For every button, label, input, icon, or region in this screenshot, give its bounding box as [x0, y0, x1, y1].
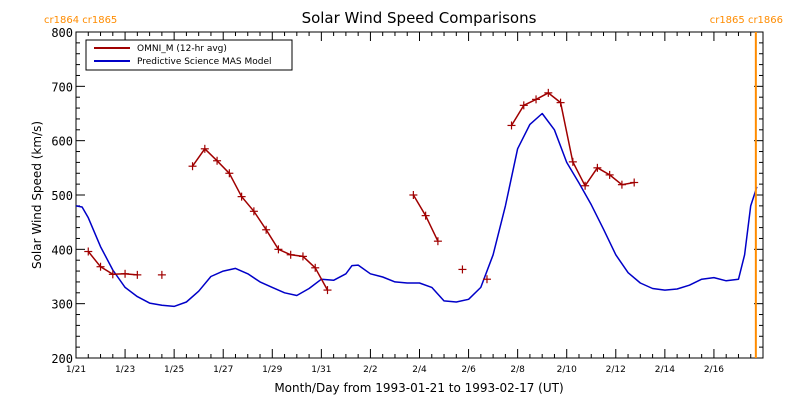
omni-data-point [458, 265, 467, 274]
y-axis-label: Solar Wind Speed (km/s) [30, 121, 44, 269]
omni-data-point [157, 270, 166, 279]
omni-data-point [213, 156, 222, 165]
omni-data-point [544, 88, 553, 97]
omni-data-point [286, 250, 295, 259]
omni-data-point [507, 121, 516, 130]
omni-data-point [237, 192, 246, 201]
series-mas-model-line [75, 112, 758, 308]
omni-data-point [311, 263, 320, 272]
x-tick-label: 2/10 [557, 365, 577, 375]
omni-data-point [617, 180, 626, 189]
x-tick-label: 1/23 [115, 365, 135, 375]
x-tick-label: 2/12 [606, 365, 626, 375]
x-tick-label: 1/25 [164, 365, 184, 375]
x-tick-label: 1/31 [311, 365, 331, 375]
omni-data-point [581, 181, 590, 190]
y-tick-label: 400 [51, 243, 73, 257]
x-tick-label: 2/4 [412, 365, 427, 375]
y-tick-label: 600 [51, 135, 73, 149]
omni-data-point [249, 207, 258, 216]
y-tick-label: 300 [51, 298, 73, 312]
x-tick-label: 2/2 [363, 365, 377, 375]
omni-data-point [605, 170, 614, 179]
y-tick-label: 700 [51, 80, 73, 94]
x-axis-label: Month/Day from 1993-01-21 to 1993-02-17 … [274, 381, 563, 395]
omni-data-point [225, 169, 234, 178]
omni-data-point [568, 157, 577, 166]
chart-title: Solar Wind Speed Comparisons [302, 9, 537, 27]
omni-data-point [188, 162, 197, 171]
omni-data-point [630, 178, 639, 187]
axis-ticks [75, 31, 764, 359]
omni-data-point [519, 101, 528, 110]
x-tick-label: 1/21 [66, 365, 86, 375]
y-tick-labels: 200 300 400 500 600 700 800 [51, 26, 73, 366]
omni-data-point [433, 237, 442, 246]
omni-data-point [200, 144, 209, 153]
x-tick-label: 2/14 [655, 365, 675, 375]
omni-data-point [482, 275, 491, 284]
omni-data-point [274, 245, 283, 254]
omni-data-point [84, 247, 93, 256]
omni-data-point [532, 95, 541, 104]
omni-data-point [593, 163, 602, 172]
x-tick-label: 1/29 [262, 365, 282, 375]
omni-data-point [323, 286, 332, 295]
omni-data-point [421, 211, 430, 220]
x-tick-labels: 1/21 1/23 1/25 1/27 1/29 1/31 2/2 2/4 2/6 2/8 2/10… [66, 365, 724, 375]
omni-data-point [133, 270, 142, 279]
carrington-label-right: cr1865 cr1866 [710, 15, 783, 26]
legend-omni-label: OMNI_M (12-hr avg) [137, 44, 227, 54]
omni-data-point [298, 252, 307, 261]
x-tick-label: 2/8 [510, 365, 525, 375]
y-tick-label: 500 [51, 189, 73, 203]
x-tick-label: 2/16 [704, 365, 724, 375]
legend: OMNI_M (12-hr avg) Predictive Science MA… [85, 39, 293, 71]
series-layer [75, 32, 758, 358]
y-tick-label: 800 [51, 26, 73, 40]
omni-data-point [96, 262, 105, 271]
x-tick-label: 2/6 [461, 365, 476, 375]
legend-box [85, 39, 293, 71]
x-tick-label: 1/27 [213, 365, 233, 375]
omni-data-point [108, 270, 117, 279]
omni-data-point [262, 225, 271, 234]
omni-data-point [121, 269, 130, 278]
omni-data-point [556, 98, 565, 107]
series-omni-line [191, 147, 329, 291]
omni-data-point [409, 191, 418, 199]
legend-mas-label: Predictive Science MAS Model [137, 57, 272, 67]
y-tick-label: 200 [51, 352, 73, 366]
carrington-label-left: cr1864 cr1865 [44, 15, 117, 26]
